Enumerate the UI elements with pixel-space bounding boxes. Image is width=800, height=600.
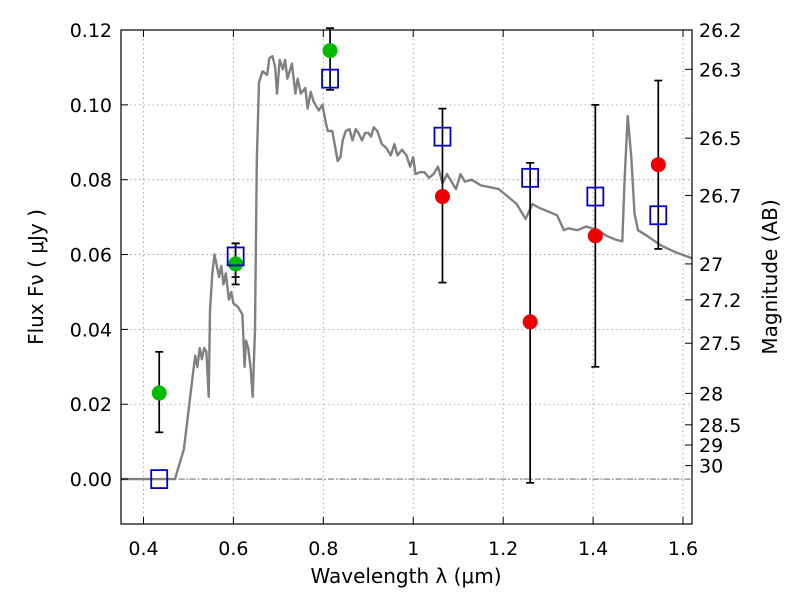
x-tick-label: 0.8 [308,538,338,560]
y-axis-title: Flux Fν ( μJy ) [24,209,48,345]
red-circle-point [587,228,603,244]
right-axis-tick-label: 27 [699,254,723,276]
red-circle-point [522,314,538,330]
right-axis-tick-label: 27.5 [699,333,741,355]
y-tick-label: 0.06 [70,245,112,267]
model-spectrum-path [121,55,693,481]
y-tick-label: 0.02 [70,394,112,416]
x-tick-label: 0.4 [128,538,158,560]
right-axis-tick-label: 26.5 [699,128,741,150]
x-tick-label: 1.6 [668,538,698,560]
green-circle-point [228,256,244,272]
y-tick-label: 0.10 [70,95,112,117]
x-tick-label: 1.4 [578,538,608,560]
right-axis-tick-label: 26.2 [699,20,741,42]
right-axis-tick-label: 29 [699,435,723,457]
blue-square-point [521,167,540,188]
blue-square-point [586,186,605,207]
x-axis-title: Wavelength λ (μm) [310,564,501,588]
red-circle-point [650,157,666,173]
model-spectrum-line [121,55,693,481]
blue-square-point [649,205,668,226]
right-axis-tick-label: 26.7 [699,185,741,207]
blue-square-point [150,469,169,489]
right-axis-tick-label: 30 [699,456,723,478]
right-axis-title: Magnitude (AB) [758,199,782,354]
y-tick-label: 0.08 [70,170,112,192]
y-tick-label: 0.12 [70,20,112,42]
y-tick-label: 0.04 [70,319,112,341]
y-tick-label: 0.00 [70,469,112,491]
blue-square-point [321,68,339,89]
red-circle-point [434,189,450,205]
data-markers [150,43,668,489]
blue-square-point [433,126,452,147]
axis-ticks [121,29,692,524]
blue-square-point [226,246,245,267]
x-tick-label: 0.6 [218,538,248,560]
right-axis-tick-label: 28.5 [699,415,741,437]
plot-frame [120,29,693,525]
right-axis-tick-label: 28 [699,383,723,405]
right-axis-tick-label: 26.3 [699,59,741,81]
green-circle-point [322,43,338,59]
x-tick-label: 1 [407,538,419,560]
x-tick-label: 1.2 [488,538,518,560]
green-circle-point [151,385,167,401]
right-axis-tick-label: 27.2 [699,290,741,312]
tick-labels: 0.4 0.6 0.8 1 1.2 1.4 1.6 0.00 0.02 0.04 0.06 0.08 0… [70,20,742,560]
